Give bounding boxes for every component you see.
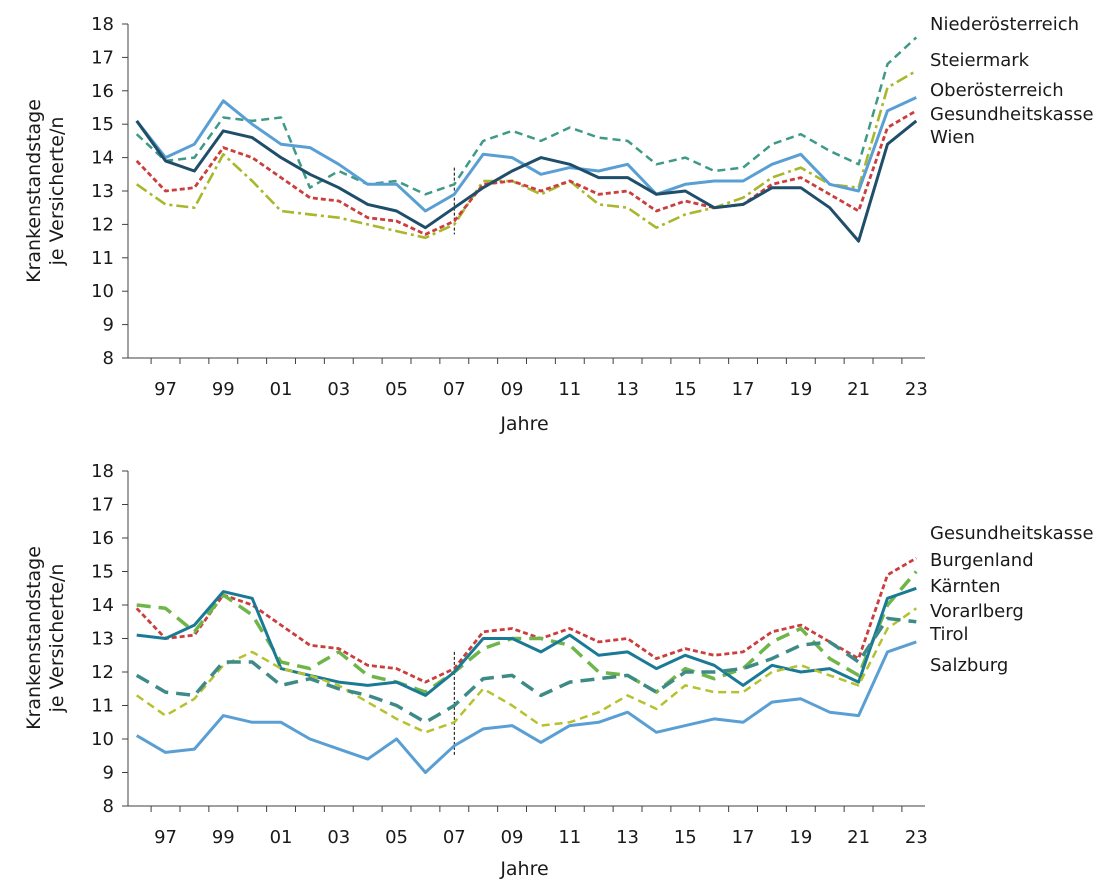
- x-tick-label: 09: [501, 827, 524, 848]
- x-tick-label: 21: [847, 379, 870, 400]
- y-tick-label: 18: [91, 461, 114, 482]
- x-axis-title: Jahre: [499, 858, 548, 880]
- x-tick-label: 15: [674, 379, 697, 400]
- y-tick-label: 17: [91, 495, 114, 516]
- x-tick-label: 97: [154, 379, 177, 400]
- series-line-salzburg: [135, 640, 917, 774]
- x-tick-label: 09: [501, 379, 524, 400]
- x-tick-label: 05: [385, 379, 408, 400]
- legend-label-vorarlberg: Vorarlberg: [930, 601, 1024, 622]
- y-tick-label: 9: [103, 315, 114, 336]
- x-tick-label: 07: [443, 379, 466, 400]
- x-tick-label: 23: [905, 379, 928, 400]
- y-tick-label: 16: [91, 528, 114, 549]
- x-tick-label: 03: [327, 827, 350, 848]
- x-tick-label: 19: [789, 827, 812, 848]
- series-line-burgenland: [136, 570, 918, 694]
- x-tick-label: 03: [327, 379, 350, 400]
- x-tick-label: 01: [270, 379, 293, 400]
- y-tick-label: 14: [91, 148, 114, 169]
- x-tick-label: 99: [212, 379, 235, 400]
- y-tick-label: 15: [91, 114, 114, 135]
- x-tick-label: 11: [558, 379, 581, 400]
- y-tick-label: 10: [91, 281, 114, 302]
- legend-label-tirol: Tirol: [929, 624, 968, 645]
- x-tick-label: 97: [154, 827, 177, 848]
- y-axis-title: Krankenstandstageje Versicherte/n: [23, 546, 68, 730]
- series-line-niederoesterreich: [135, 36, 918, 196]
- x-tick-label: 01: [270, 827, 293, 848]
- y-tick-label: 13: [91, 629, 114, 650]
- y-axis-title-line: Krankenstandstage: [23, 99, 45, 283]
- bottom-chart-panel: 8 9 10 11 12 13 14 15 16 17 18 97 99 01 03 05 07 09 11 13 15…: [23, 461, 1094, 880]
- x-tick-label: 17: [732, 827, 755, 848]
- legend-label-steiermark: Steiermark: [930, 50, 1030, 71]
- x-tick-label: 05: [385, 827, 408, 848]
- legend-label-wien: Wien: [930, 127, 975, 148]
- x-tick-label: 07: [443, 827, 466, 848]
- y-axis-title: Krankenstandstageje Versicherte/n: [23, 99, 68, 283]
- x-tick-label: 23: [905, 827, 928, 848]
- legend-label-burgenland: Burgenland: [930, 550, 1034, 571]
- series-line-gesundheitskasse: [135, 556, 918, 684]
- series-line-kaernten: [136, 586, 917, 697]
- x-tick-label: 11: [558, 827, 581, 848]
- series-line-oberoesterreich: [135, 96, 917, 213]
- legend-label-niederoesterreich: Niederösterreich: [930, 14, 1079, 35]
- series-line-tirol: [135, 616, 917, 725]
- legend-label-gesundheitskasse: Gesundheitskasse: [930, 104, 1094, 125]
- x-tick-label: 13: [616, 379, 639, 400]
- top-chart-panel: 8 9 10 11 12 13 14 15 16 17 18 97 99 01 03 05 07 09 11 13 15…: [23, 14, 1094, 435]
- legend-label-salzburg: Salzburg: [930, 655, 1008, 676]
- x-tick-label: 99: [212, 827, 235, 848]
- x-tick-label: 13: [616, 827, 639, 848]
- y-tick-label: 14: [91, 595, 114, 616]
- y-tick-label: 15: [91, 562, 114, 583]
- x-tick-label: 17: [732, 379, 755, 400]
- y-tick-label: 18: [91, 14, 114, 35]
- y-axis-title-line: je Versicherte/n: [46, 117, 68, 267]
- legend-label-kaernten: Kärnten: [930, 576, 1001, 597]
- series-line-gesundheitskasse: [135, 109, 918, 236]
- x-tick-label: 19: [789, 379, 812, 400]
- y-tick-label: 17: [91, 47, 114, 68]
- y-tick-label: 11: [91, 696, 114, 717]
- x-tick-label: 21: [847, 827, 870, 848]
- y-tick-label: 8: [103, 796, 114, 817]
- y-tick-label: 10: [91, 729, 114, 750]
- y-tick-label: 13: [91, 181, 114, 202]
- y-tick-label: 12: [91, 662, 114, 683]
- y-tick-label: 12: [91, 214, 114, 235]
- y-tick-label: 16: [91, 81, 114, 102]
- series-line-vorarlberg: [135, 607, 918, 734]
- series-line-wien: [135, 119, 918, 243]
- legend-label-gesundheitskasse: Gesundheitskasse: [930, 523, 1094, 544]
- series-line-steiermark: [135, 69, 917, 240]
- y-tick-label: 8: [103, 348, 114, 369]
- y-axis-title-line: je Versicherte/n: [46, 564, 68, 714]
- x-tick-label: 15: [674, 827, 697, 848]
- x-axis-title: Jahre: [499, 413, 548, 435]
- y-tick-label: 11: [91, 248, 114, 269]
- legend-label-oberoesterreich: Oberösterreich: [930, 80, 1064, 101]
- y-tick-label: 9: [103, 763, 114, 784]
- y-axis-title-line: Krankenstandstage: [23, 546, 45, 730]
